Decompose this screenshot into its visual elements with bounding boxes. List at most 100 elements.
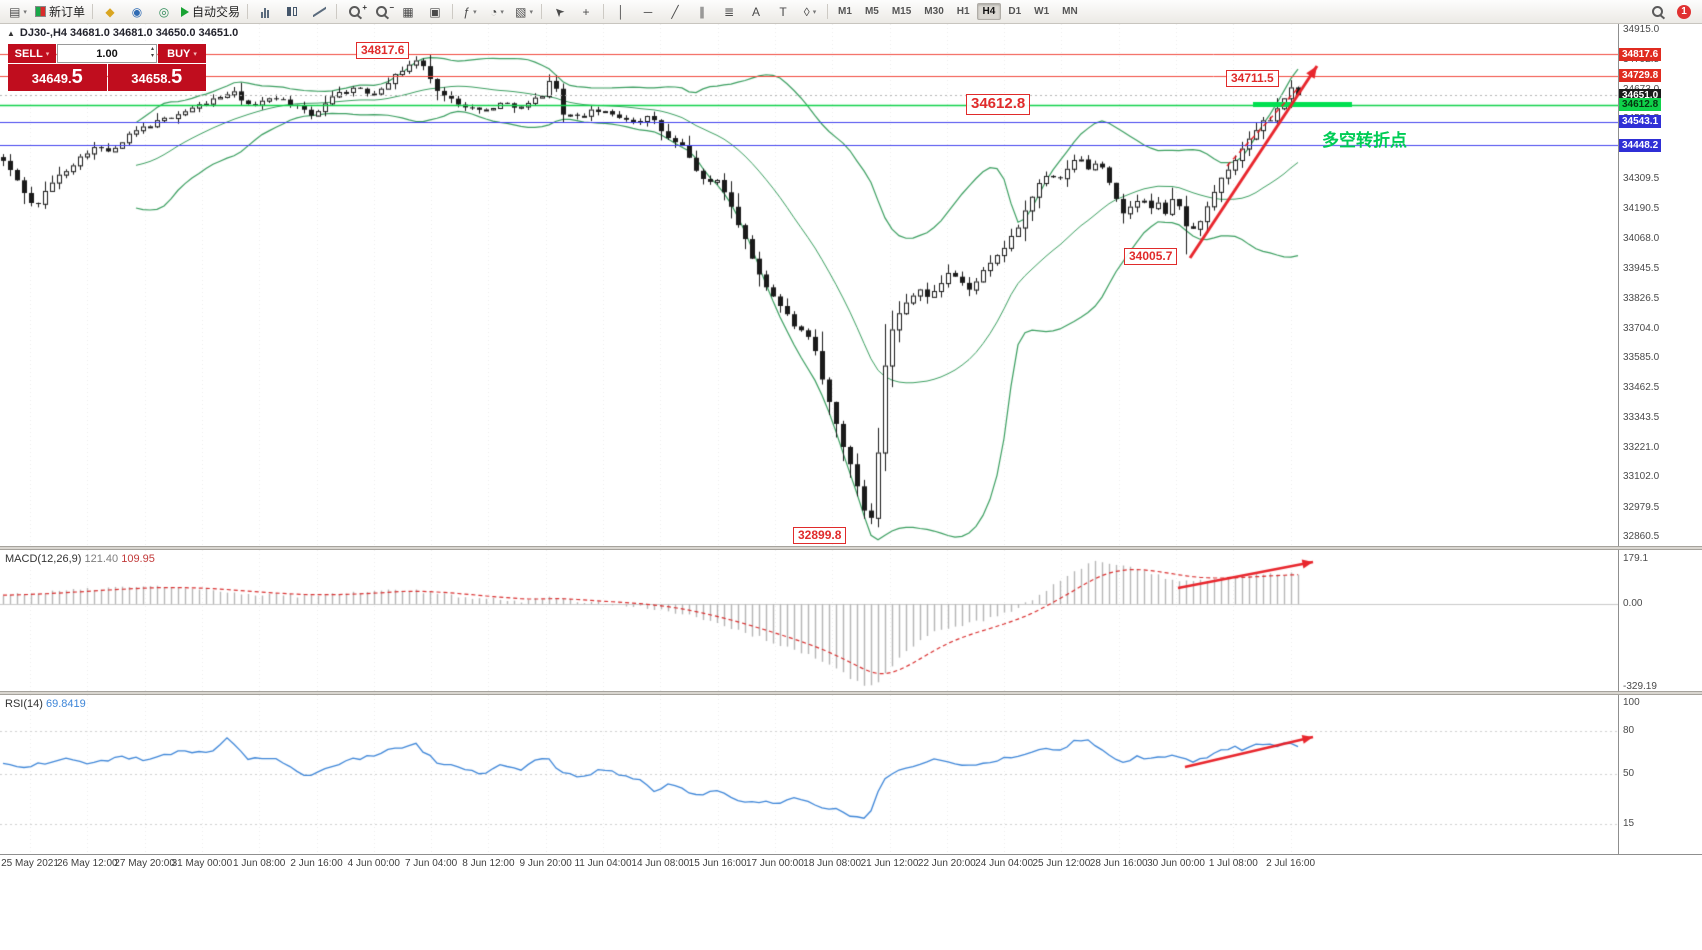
toolbar-separator — [247, 4, 249, 19]
timeframe-m15-button[interactable]: M15 — [891, 6, 912, 17]
chevron-down-icon: ▾ — [500, 8, 504, 16]
buy-button[interactable]: BUY ▾ — [158, 44, 206, 63]
time-axis-label: 24 Jun 04:00 — [975, 858, 1034, 869]
label-icon[interactable]: T — [779, 4, 787, 19]
time-axis-label: 9 Jun 20:00 — [519, 858, 572, 869]
fibonacci-icon[interactable]: ≣ — [724, 4, 735, 19]
new-order-button[interactable]: 新订单 — [32, 2, 88, 22]
price-axis-label: 34915.0 — [1623, 24, 1660, 35]
text-icon[interactable]: A — [752, 4, 761, 19]
timeframe-w1-button[interactable]: W1 — [1034, 6, 1050, 17]
price-axis-label: 34309.5 — [1623, 173, 1660, 185]
price-axis-label: 33826.5 — [1623, 292, 1660, 304]
timeframe-m5-button[interactable]: M5 — [864, 6, 879, 17]
price-axis-label: 33704.0 — [1623, 322, 1660, 334]
cascade-windows-icon[interactable]: ▣ — [429, 4, 441, 19]
time-axis-label: 27 May 20:00 — [114, 858, 175, 869]
time-axis-label: 18 Jun 08:00 — [803, 858, 862, 869]
macd-pane-canvas[interactable] — [0, 550, 1618, 691]
indicators-icon[interactable]: ƒ ▾ — [463, 4, 477, 19]
macd-indicator-label: MACD(12,26,9) 121.40 109.95 — [5, 553, 155, 565]
price-axis-label: 33221.0 — [1623, 442, 1660, 454]
volume-spinner[interactable]: ▴ ▾ — [151, 46, 154, 60]
rsi-name: RSI(14) — [5, 698, 43, 710]
periods-icon[interactable]: ◔ ▾ — [490, 4, 504, 19]
spinner-down-icon[interactable]: ▾ — [150, 53, 154, 59]
new-chart-icon[interactable]: ▤ ▾ — [9, 4, 27, 19]
time-axis-label: 25 Jun 12:00 — [1032, 858, 1091, 869]
timeframe-h4-button[interactable]: H4 — [976, 3, 1002, 20]
price-marker-34612.8: 34612.8 — [1619, 98, 1662, 112]
annotation-label[interactable]: 34817.6 — [356, 42, 410, 59]
timeframe-d1-button[interactable]: D1 — [1008, 6, 1022, 17]
rsi-value: 69.8419 — [45, 698, 86, 710]
navigator-icon[interactable]: ◎ — [158, 4, 170, 19]
notification-badge[interactable]: 1 — [1671, 2, 1697, 22]
macd-axis-label: 179.1 — [1623, 552, 1649, 564]
chevron-down-icon: ▾ — [45, 50, 50, 58]
rsi-indicator-label: RSI(14) 69.8419 — [5, 698, 86, 710]
vertical-line-icon[interactable]: │ — [617, 4, 625, 19]
timeframe-m30-button[interactable]: M30 — [924, 6, 944, 17]
timeframe-h1-button[interactable]: H1 — [956, 6, 970, 17]
toolbar-separator — [92, 4, 94, 19]
price-marker-34729.8: 34729.8 — [1619, 69, 1662, 83]
alerts-icon[interactable]: ◆ — [105, 4, 115, 19]
market-watch-icon[interactable]: ◉ — [131, 4, 143, 19]
time-axis-label: 17 Jun 00:00 — [745, 858, 804, 869]
time-axis-label: 28 Jun 16:00 — [1089, 858, 1148, 869]
annotation-label[interactable]: 34005.7 — [1124, 248, 1178, 265]
rsi-axis-label: 100 — [1623, 697, 1640, 708]
annotation-label[interactable]: 32899.8 — [793, 527, 847, 544]
spinner-up-icon[interactable]: ▴ — [150, 46, 154, 52]
toolbar-separator — [827, 4, 829, 19]
cursor-icon[interactable]: ➤ — [550, 2, 568, 21]
search-icon[interactable] — [1644, 2, 1670, 22]
time-axis-label: 4 Jun 00:00 — [347, 858, 400, 869]
price-marker-34448.2: 34448.2 — [1619, 138, 1662, 152]
channel-icon[interactable]: ∥ — [699, 4, 706, 19]
price-chart-canvas[interactable] — [0, 24, 1618, 546]
buy-price[interactable]: 34658. 5 — [107, 64, 206, 91]
autotrade-button[interactable]: 自动交易 — [178, 2, 243, 22]
annotation-label[interactable]: 多空转折点 — [1322, 131, 1407, 150]
pane-splitter[interactable] — [0, 546, 1702, 550]
trendline-icon[interactable]: ╱ — [671, 4, 679, 19]
tile-windows-icon[interactable]: ▦ — [402, 4, 414, 19]
timeframe-mn-button[interactable]: MN — [1062, 6, 1078, 17]
sell-button[interactable]: SELL ▾ — [8, 44, 56, 63]
zoom-in-icon[interactable]: + — [341, 2, 367, 22]
pane-splitter[interactable] — [0, 691, 1702, 695]
one-click-trading-panel: SELL ▾ 1.00 ▴ ▾ BUY ▾ 34649. 5 34658. 5 — [8, 44, 206, 91]
volume-input[interactable]: 1.00 ▴ ▾ — [57, 44, 157, 63]
time-axis-label: 7 Jun 04:00 — [404, 858, 458, 869]
time-axis[interactable]: 25 May 2021 26 May 12:00 27 May 20:00 31 Ma… — [0, 854, 1702, 872]
chart-title: ▲ DJ30-,H4 34681.0 34681.0 34650.0 34651… — [7, 27, 238, 39]
time-axis-label: 8 Jun 12:00 — [462, 858, 515, 869]
bar-chart-icon[interactable] — [252, 2, 278, 22]
line-chart-icon[interactable] — [306, 2, 332, 22]
sell-label: SELL — [14, 47, 43, 60]
templates-icon[interactable]: ▧ ▾ — [515, 4, 533, 19]
toolbar-separator — [541, 4, 543, 19]
time-axis-label: 14 Jun 08:00 — [631, 858, 690, 869]
shapes-icon[interactable]: ◊ ▾ — [803, 4, 817, 19]
crosshair-icon[interactable]: + — [582, 4, 590, 19]
candlestick-chart-icon[interactable] — [279, 2, 305, 22]
toolbar: ▤ ▾ 新订单 ◆ ◉ ◎ 自动交易 + − ▦ ▣ ƒ ▾ ◔ ▾ ▧ ▾ ➤ + │ ─ ╱ ∥ ≣ A T ◊ ▾ M1 M5 M15… — [0, 0, 1702, 24]
annotation-label[interactable]: 34711.5 — [1226, 70, 1279, 87]
sell-price[interactable]: 34649. 5 — [8, 64, 107, 91]
rsi-pane-canvas[interactable] — [0, 695, 1618, 854]
buy-label: BUY — [167, 47, 191, 60]
timeframe-m1-button[interactable]: M1 — [838, 6, 852, 17]
zoom-out-icon[interactable]: − — [368, 2, 394, 22]
time-axis-label: 26 May 12:00 — [56, 858, 118, 869]
time-axis-label: 30 Jun 00:00 — [1147, 858, 1205, 869]
time-axis-label: 21 Jun 12:00 — [860, 858, 919, 869]
volume-value: 1.00 — [96, 47, 118, 60]
time-axis-label: 15 Jun 16:00 — [688, 858, 747, 869]
horizontal-line-icon[interactable]: ─ — [643, 4, 653, 19]
annotation-label[interactable]: 34612.8 — [966, 94, 1031, 115]
price-marker-34543.1: 34543.1 — [1619, 115, 1662, 129]
